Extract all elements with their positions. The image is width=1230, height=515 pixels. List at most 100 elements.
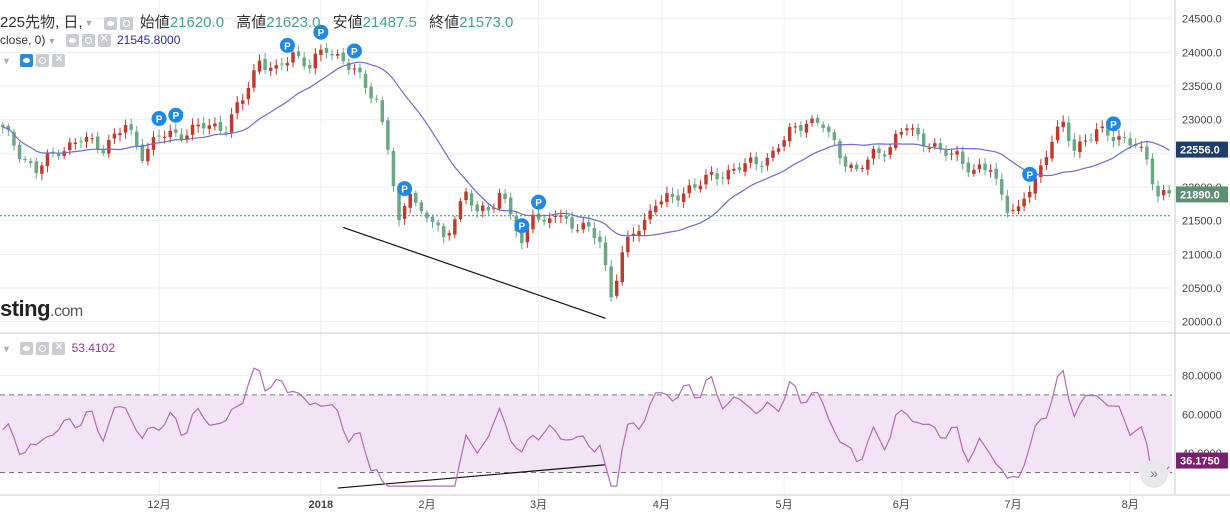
ma-price-tag-text: 22556.0 xyxy=(1180,145,1220,157)
low-value: 21487.5 xyxy=(362,14,417,31)
candle-down xyxy=(994,168,998,179)
rsi-path xyxy=(2,367,1170,488)
candle-down xyxy=(363,73,368,88)
signal-marker xyxy=(346,43,362,59)
watermark-logo: sting.com xyxy=(0,296,83,321)
gear-icon[interactable] xyxy=(36,342,50,356)
candle-down xyxy=(486,206,491,211)
signal-marker-label: P xyxy=(351,47,358,58)
candle-up xyxy=(45,153,50,167)
close-icon[interactable] xyxy=(52,52,66,68)
candle-up xyxy=(637,231,641,236)
month-label: 4月 xyxy=(653,499,670,511)
scroll-forward-button[interactable]: » xyxy=(1140,460,1168,488)
candle-up xyxy=(185,135,189,140)
price-tick-label: 24000.0 xyxy=(1182,47,1222,59)
signal-marker xyxy=(1105,116,1121,132)
signal-marker xyxy=(279,37,295,53)
candle-down xyxy=(721,177,725,179)
candle-up xyxy=(1061,121,1065,128)
candle-down xyxy=(877,148,881,153)
eye-icon[interactable] xyxy=(103,16,117,30)
eye-icon[interactable] xyxy=(20,54,34,68)
candle-up xyxy=(1022,198,1026,207)
gear-icon[interactable] xyxy=(81,34,95,48)
close-price-tag-text: 21890.0 xyxy=(1180,189,1220,201)
candle-down xyxy=(827,126,831,132)
candle-down xyxy=(1089,139,1093,141)
moving-average-path xyxy=(2,61,1170,237)
candle-up xyxy=(888,147,892,155)
price-tick-label: 23000.0 xyxy=(1182,115,1222,127)
gear-icon[interactable] xyxy=(36,54,50,68)
candle-down xyxy=(1,124,5,128)
signal-marker xyxy=(313,24,329,40)
candle-down xyxy=(1122,137,1127,139)
rsi-tick-label: 60.0000 xyxy=(1182,409,1222,421)
candle-down xyxy=(715,173,719,180)
candle-down xyxy=(1106,126,1110,136)
candle-up xyxy=(547,218,552,223)
candle-up xyxy=(687,185,691,194)
candle-down xyxy=(369,86,373,99)
candle-up xyxy=(335,54,340,56)
candle-down xyxy=(754,156,758,165)
candle-up xyxy=(709,171,714,175)
price-tick-label: 21000.0 xyxy=(1182,249,1222,261)
candle-down xyxy=(302,57,306,67)
candle-up xyxy=(860,167,864,169)
low-label: 安値 xyxy=(332,14,363,31)
candle-up xyxy=(246,87,251,100)
candle-up xyxy=(620,252,625,282)
signal-marker-label: P xyxy=(1026,170,1033,181)
candle-down xyxy=(224,132,228,134)
candle-down xyxy=(95,136,100,150)
candle-up xyxy=(118,133,122,136)
candle-down xyxy=(882,154,887,157)
candle-down xyxy=(1067,122,1071,142)
candle-down xyxy=(938,143,943,150)
candle-down xyxy=(157,135,161,137)
candle-down xyxy=(391,151,396,186)
candle-down xyxy=(347,62,351,70)
signal-marker xyxy=(531,194,547,210)
close-label: 終値 xyxy=(429,14,460,31)
candle-down xyxy=(670,193,675,198)
candle-up xyxy=(497,193,502,209)
candle-down xyxy=(17,144,22,160)
month-label: 7月 xyxy=(1004,499,1021,511)
candle-up xyxy=(146,148,150,162)
candle-up xyxy=(1039,165,1043,178)
candle-up xyxy=(40,165,44,174)
candle-down xyxy=(179,134,184,141)
candle-up xyxy=(123,125,128,133)
candle-up xyxy=(229,114,234,133)
candle-down xyxy=(983,163,987,171)
candle-down xyxy=(1005,195,1010,213)
candle-up xyxy=(447,233,451,236)
candle-up xyxy=(1044,157,1049,165)
candle-down xyxy=(140,144,145,162)
rsi-trendline xyxy=(337,464,606,489)
close-icon[interactable] xyxy=(52,340,66,356)
candle-down xyxy=(397,186,401,221)
gear-icon[interactable] xyxy=(119,16,133,30)
candle-up xyxy=(1083,140,1088,142)
eye-icon[interactable] xyxy=(20,342,34,356)
candle-up xyxy=(765,157,770,166)
candle-up xyxy=(285,62,290,66)
signal-marker xyxy=(168,107,184,123)
candle-down xyxy=(520,230,524,244)
eye-icon[interactable] xyxy=(65,34,79,48)
candle-up xyxy=(1139,146,1144,148)
price-trendline xyxy=(343,226,606,319)
open-value: 21620.0 xyxy=(169,14,225,31)
candle-up xyxy=(252,70,256,88)
candle-up xyxy=(631,233,636,236)
candle-up xyxy=(525,227,530,243)
month-label: 5月 xyxy=(776,499,793,511)
candle-up xyxy=(402,206,407,219)
candle-up xyxy=(559,215,563,218)
candle-up xyxy=(905,128,909,131)
close-icon[interactable] xyxy=(97,32,111,48)
